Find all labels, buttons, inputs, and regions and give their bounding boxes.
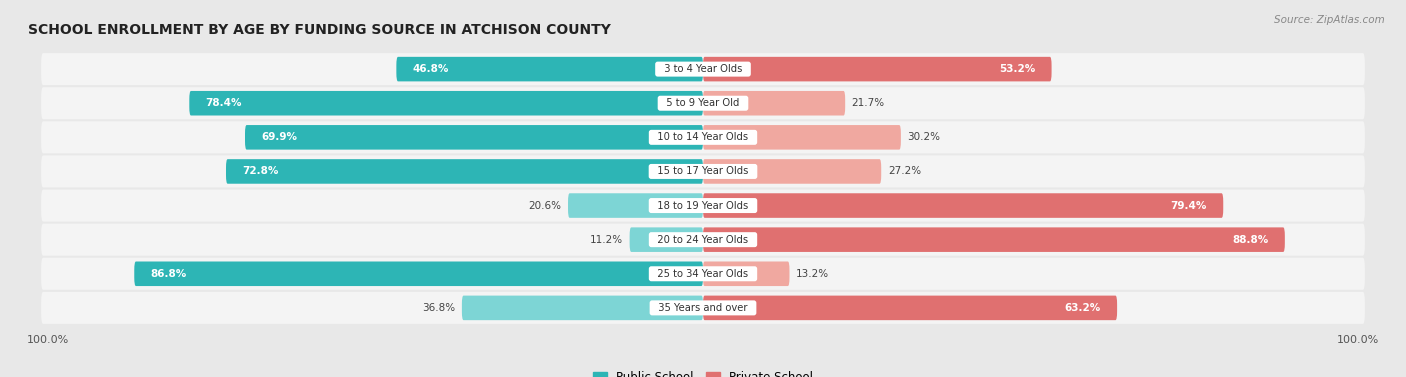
Text: 25 to 34 Year Olds: 25 to 34 Year Olds — [651, 269, 755, 279]
FancyBboxPatch shape — [703, 91, 845, 115]
FancyBboxPatch shape — [703, 193, 1223, 218]
FancyBboxPatch shape — [703, 57, 1052, 81]
Legend: Public School, Private School: Public School, Private School — [588, 366, 818, 377]
Text: 10 to 14 Year Olds: 10 to 14 Year Olds — [651, 132, 755, 143]
Text: 36.8%: 36.8% — [422, 303, 456, 313]
FancyBboxPatch shape — [41, 155, 1365, 187]
Text: 3 to 4 Year Olds: 3 to 4 Year Olds — [658, 64, 748, 74]
FancyBboxPatch shape — [703, 159, 882, 184]
Text: 27.2%: 27.2% — [887, 166, 921, 176]
Text: 20.6%: 20.6% — [529, 201, 561, 211]
Text: 15 to 17 Year Olds: 15 to 17 Year Olds — [651, 166, 755, 176]
Text: 35 Years and over: 35 Years and over — [652, 303, 754, 313]
FancyBboxPatch shape — [568, 193, 703, 218]
Text: 53.2%: 53.2% — [998, 64, 1035, 74]
FancyBboxPatch shape — [703, 125, 901, 150]
FancyBboxPatch shape — [134, 262, 703, 286]
FancyBboxPatch shape — [703, 227, 1285, 252]
FancyBboxPatch shape — [396, 57, 703, 81]
FancyBboxPatch shape — [41, 292, 1365, 324]
FancyBboxPatch shape — [245, 125, 703, 150]
FancyBboxPatch shape — [41, 53, 1365, 85]
FancyBboxPatch shape — [41, 87, 1365, 119]
Text: 88.8%: 88.8% — [1232, 234, 1268, 245]
FancyBboxPatch shape — [41, 224, 1365, 256]
Text: 21.7%: 21.7% — [852, 98, 884, 108]
Text: 30.2%: 30.2% — [907, 132, 941, 143]
FancyBboxPatch shape — [41, 258, 1365, 290]
FancyBboxPatch shape — [41, 190, 1365, 222]
Text: 86.8%: 86.8% — [150, 269, 187, 279]
Text: 20 to 24 Year Olds: 20 to 24 Year Olds — [651, 234, 755, 245]
Text: 11.2%: 11.2% — [591, 234, 623, 245]
FancyBboxPatch shape — [703, 296, 1118, 320]
Text: 79.4%: 79.4% — [1170, 201, 1206, 211]
FancyBboxPatch shape — [630, 227, 703, 252]
Text: Source: ZipAtlas.com: Source: ZipAtlas.com — [1274, 15, 1385, 25]
FancyBboxPatch shape — [463, 296, 703, 320]
Text: SCHOOL ENROLLMENT BY AGE BY FUNDING SOURCE IN ATCHISON COUNTY: SCHOOL ENROLLMENT BY AGE BY FUNDING SOUR… — [28, 23, 612, 37]
FancyBboxPatch shape — [41, 121, 1365, 153]
FancyBboxPatch shape — [226, 159, 703, 184]
FancyBboxPatch shape — [703, 262, 790, 286]
Text: 46.8%: 46.8% — [413, 64, 449, 74]
Text: 13.2%: 13.2% — [796, 269, 830, 279]
Text: 72.8%: 72.8% — [242, 166, 278, 176]
Text: 78.4%: 78.4% — [205, 98, 242, 108]
Text: 63.2%: 63.2% — [1064, 303, 1101, 313]
Text: 5 to 9 Year Old: 5 to 9 Year Old — [661, 98, 745, 108]
Text: 69.9%: 69.9% — [262, 132, 298, 143]
FancyBboxPatch shape — [190, 91, 703, 115]
Text: 18 to 19 Year Olds: 18 to 19 Year Olds — [651, 201, 755, 211]
